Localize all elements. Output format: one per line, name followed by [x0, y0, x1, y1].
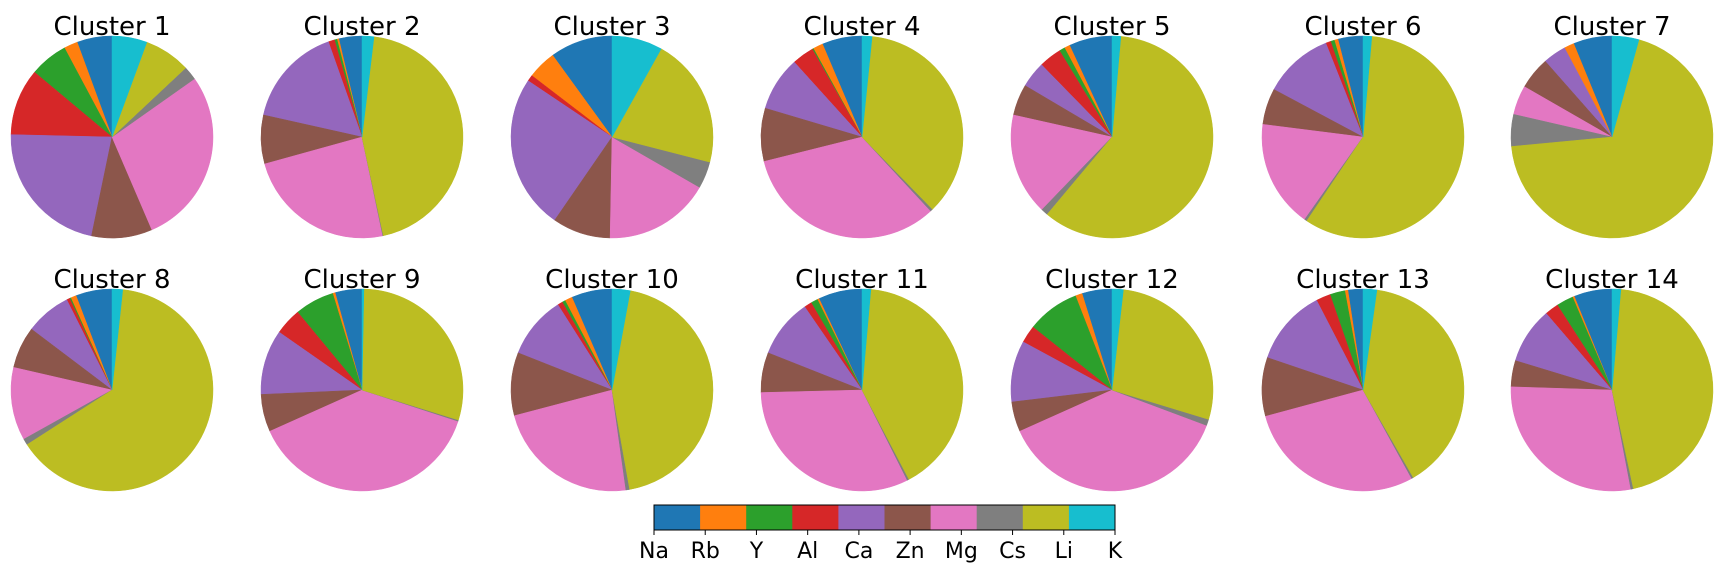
pies-group: Cluster 1 Cluster 2 Cluster 3 Cluster 4 Clus…	[10, 12, 1714, 492]
colorbar-label: Mg	[945, 539, 978, 564]
pie-slice-li	[361, 36, 464, 237]
pie-slice-li	[861, 36, 964, 210]
pie-slice-ca	[263, 41, 363, 138]
colorbar-swatch-k	[1068, 505, 1116, 530]
pie-cluster-7: Cluster 7	[1510, 12, 1714, 239]
pie-slice-k	[361, 288, 365, 391]
colorbar-label: Cs	[999, 539, 1026, 564]
pie-slice-mg	[111, 78, 214, 231]
pie-cluster-2: Cluster 2	[260, 12, 464, 239]
pie-slice-al	[10, 71, 113, 138]
pie-cluster-9: Cluster 9	[260, 265, 464, 492]
pie-slice-mg	[760, 389, 908, 492]
pie-slice-k	[1362, 288, 1378, 391]
pie-slice-li	[861, 289, 964, 480]
colorbar-swatch-ca	[838, 505, 885, 530]
pie-cluster-8: Cluster 8	[10, 265, 214, 492]
pie-slice-k	[1611, 288, 1622, 391]
pie-slice-mg	[264, 136, 384, 239]
pie-cluster-11: Cluster 11	[760, 265, 964, 492]
pie-slice-li	[361, 288, 464, 421]
pie-slice-li	[1306, 36, 1465, 239]
pie-slice-mg	[1510, 386, 1632, 492]
pie-slice-k	[111, 288, 124, 391]
pie-slice-k	[611, 288, 631, 391]
pie-slice-ca	[10, 134, 113, 237]
colorbar-label: K	[1108, 539, 1123, 564]
colorbar-swatch-mg	[930, 505, 978, 530]
pie-slice-k	[361, 35, 375, 138]
pie-slice-k	[1111, 288, 1124, 391]
pie-slice-li	[26, 289, 214, 492]
pie-slice-k	[861, 35, 873, 138]
colorbar-label: Rb	[691, 539, 720, 564]
pie-slice-k	[1362, 35, 1373, 138]
pie-slice-mg	[1265, 389, 1412, 492]
pie-slice-li	[611, 48, 714, 163]
pie-cluster-10: Cluster 10	[510, 265, 714, 492]
colorbar-swatch-cs	[976, 505, 1024, 530]
colorbar-label: Ca	[844, 539, 873, 564]
pie-slice-mg	[763, 136, 932, 239]
pie-slice-li	[1362, 289, 1465, 478]
pie-slice-mg	[10, 367, 113, 440]
pie-slice-mg	[269, 389, 459, 492]
colorbar-label: Al	[797, 539, 818, 564]
colorbar-swatch-li	[1022, 505, 1070, 530]
pie-slice-mg	[1010, 114, 1113, 211]
colorbar-swatch-y	[746, 505, 793, 530]
pie-slice-mg	[609, 136, 700, 239]
pie-slice-k	[861, 288, 872, 391]
pie-slice-mg	[514, 389, 627, 492]
pie-cluster-6: Cluster 6	[1261, 12, 1465, 239]
pie-cluster-12: Cluster 12	[1010, 265, 1214, 492]
pie-slice-li	[611, 290, 714, 490]
colorbar-border	[653, 504, 1116, 531]
pie-cluster-4: Cluster 4	[760, 12, 964, 239]
pie-slice-li	[1046, 36, 1214, 239]
pie-cluster-1: Cluster 1	[10, 12, 214, 239]
colorbar-swatch-rb	[700, 505, 747, 530]
pie-slice-ca	[1267, 299, 1364, 391]
colorbar-label: Zn	[896, 539, 925, 564]
colorbar-swatch-na	[654, 505, 701, 530]
colorbar-legend: Na Rb Y Al Ca Zn Mg Cs Li K	[639, 504, 1123, 564]
colorbar-label: Y	[749, 539, 764, 564]
colorbar-swatch-al	[792, 505, 839, 530]
pie-slice-mg	[1261, 124, 1364, 220]
pie-slice-ca	[510, 80, 613, 221]
pie-slice-li	[1111, 289, 1214, 420]
pie-cluster-5: Cluster 5	[1010, 12, 1214, 239]
pie-slice-li	[1611, 289, 1714, 490]
pie-slice-k	[611, 35, 662, 138]
pie-slice-li	[1511, 39, 1714, 239]
colorbar-label: Na	[639, 539, 669, 564]
pie-cluster-13: Cluster 13	[1261, 265, 1465, 492]
pie-slice-k	[1611, 35, 1640, 138]
pie-cluster-3: Cluster 3	[510, 12, 714, 239]
pie-cluster-14: Cluster 14	[1510, 265, 1714, 492]
pie-slice-mg	[1019, 389, 1207, 492]
pie-slice-k	[1111, 35, 1122, 138]
pie-slice-ca	[1273, 42, 1364, 138]
colorbar-label: Li	[1055, 539, 1073, 564]
colorbar-swatch-zn	[884, 505, 932, 530]
pie-slice-k	[111, 35, 148, 138]
